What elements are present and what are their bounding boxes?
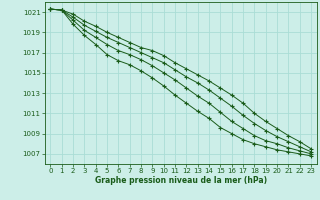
X-axis label: Graphe pression niveau de la mer (hPa): Graphe pression niveau de la mer (hPa) (95, 176, 267, 185)
